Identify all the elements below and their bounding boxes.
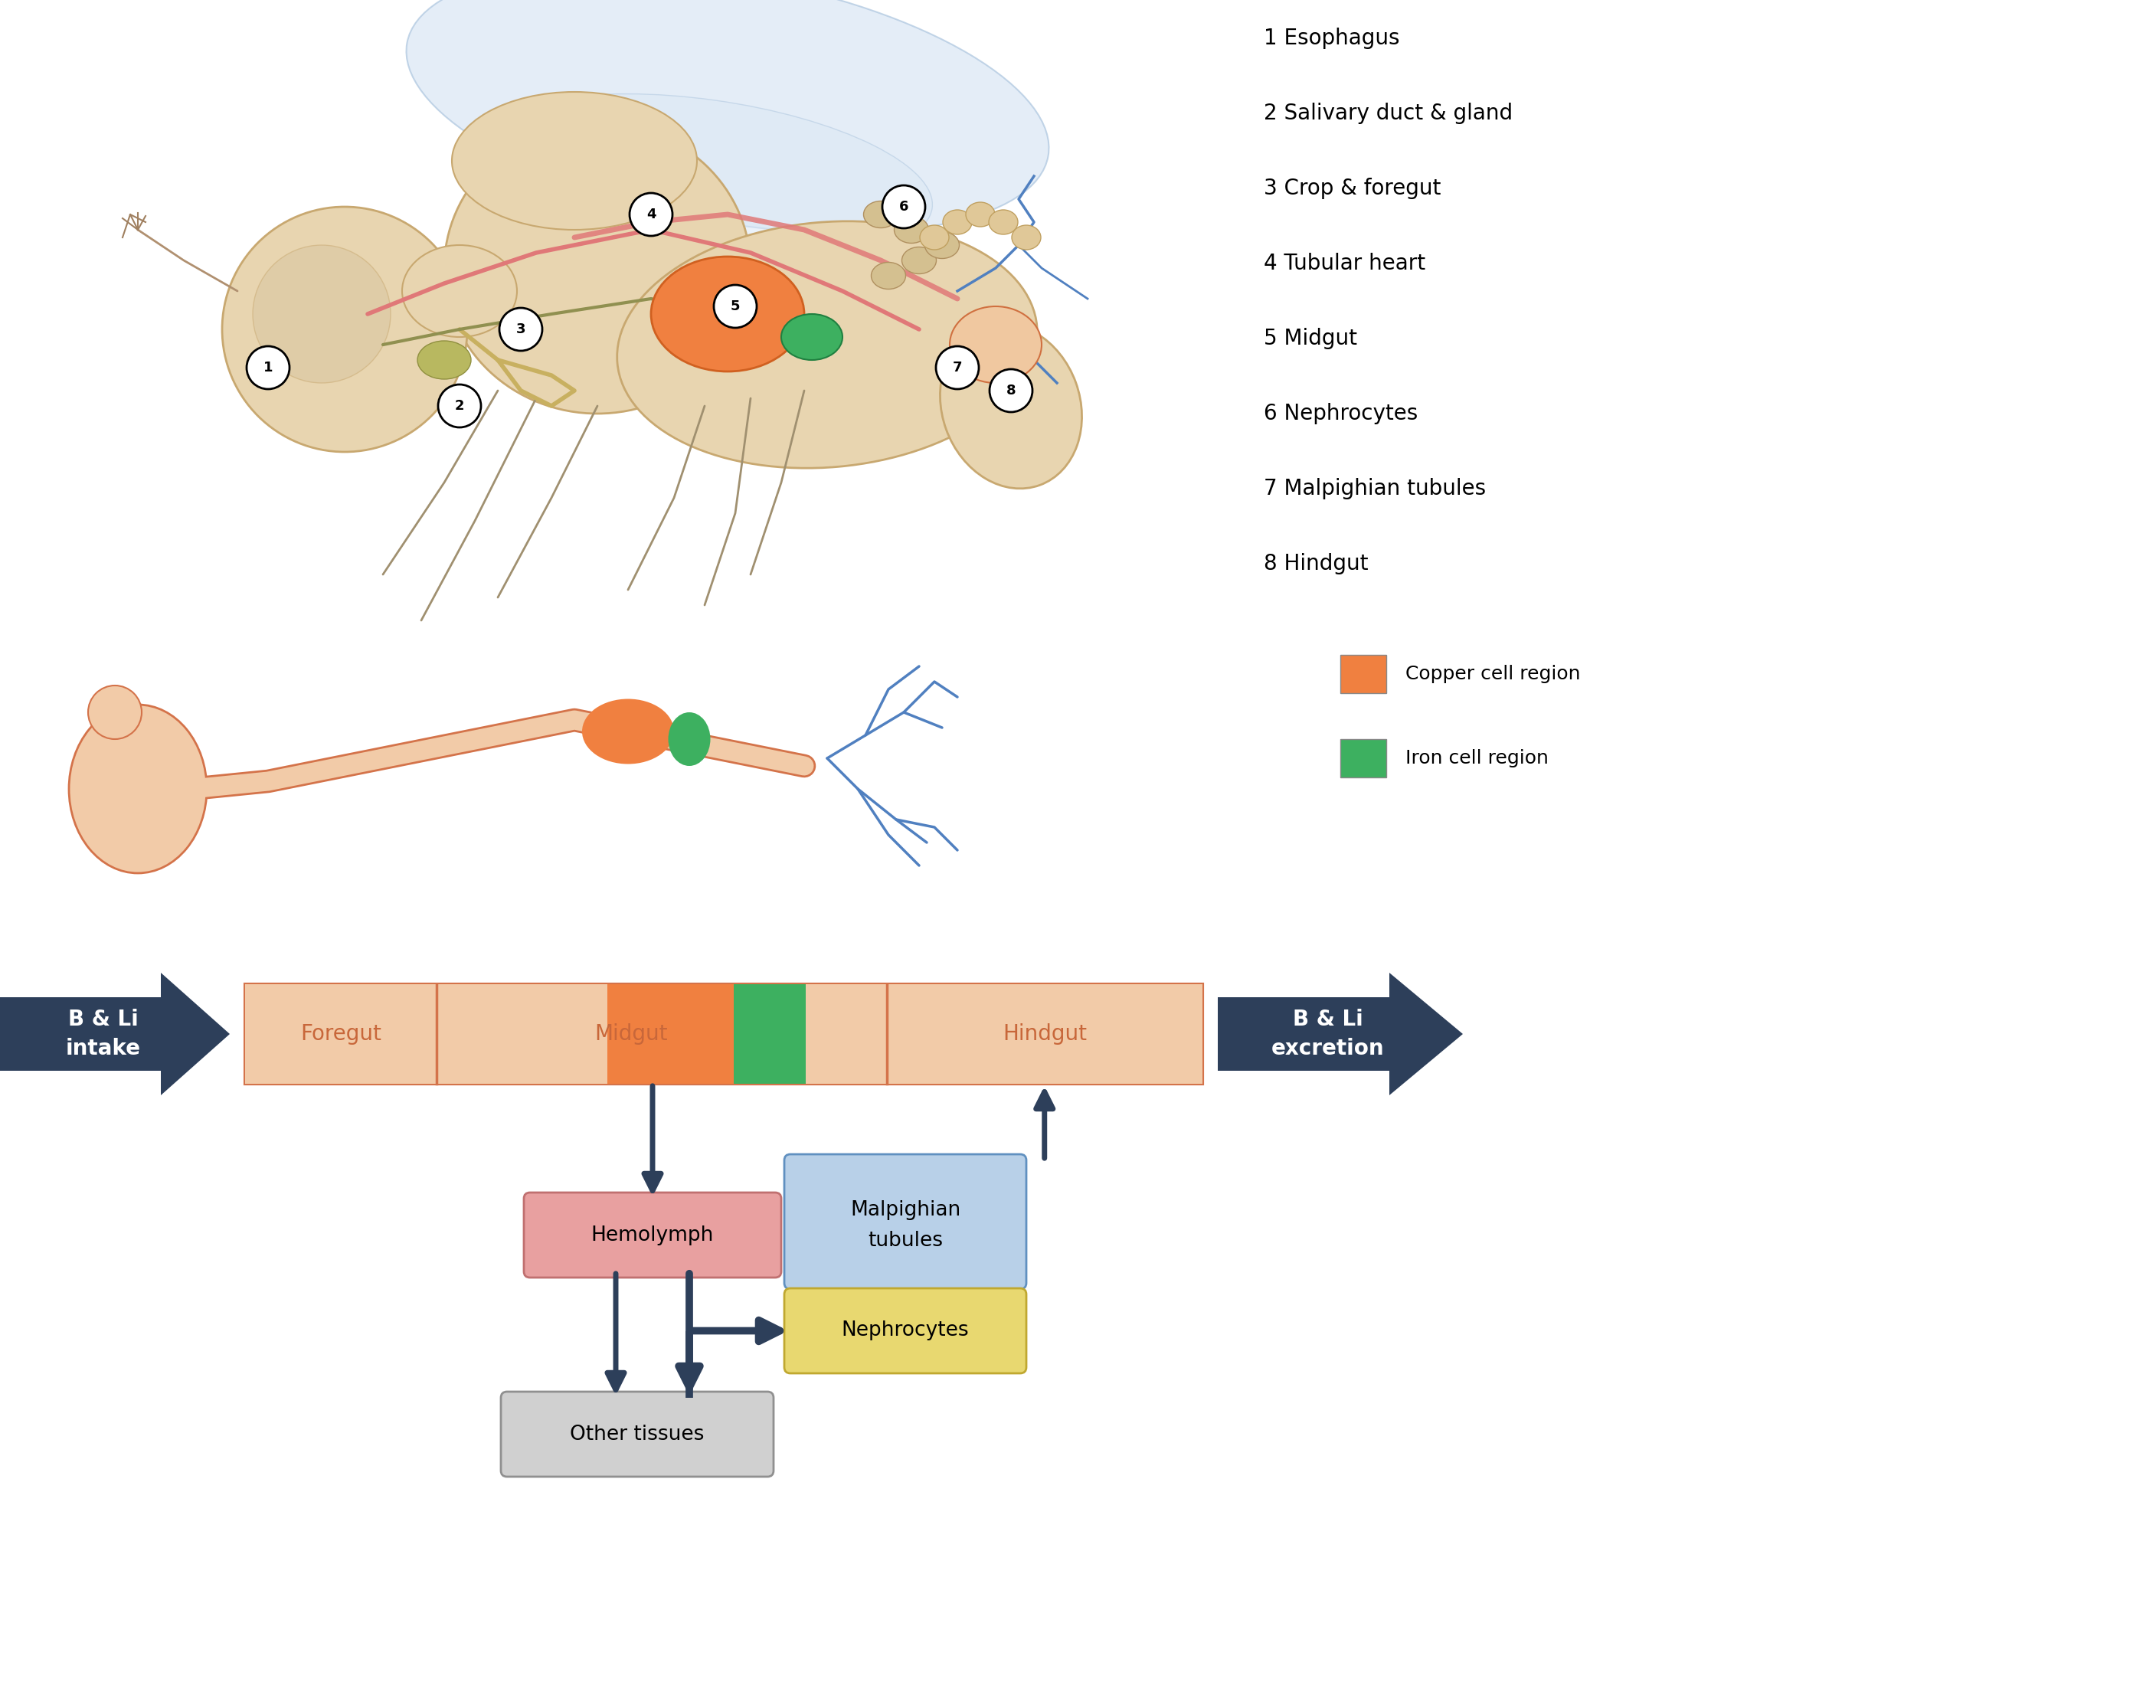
- Circle shape: [246, 347, 289, 389]
- Text: tubules: tubules: [867, 1231, 942, 1250]
- Text: Hindgut: Hindgut: [1003, 1023, 1087, 1045]
- Circle shape: [936, 347, 979, 389]
- Text: 2 Salivary duct & gland: 2 Salivary duct & gland: [1263, 102, 1514, 125]
- Text: B & Li: B & Li: [69, 1009, 138, 1030]
- Text: 8 Hindgut: 8 Hindgut: [1263, 553, 1369, 574]
- Ellipse shape: [990, 210, 1018, 234]
- Circle shape: [990, 369, 1033, 412]
- Ellipse shape: [966, 202, 994, 227]
- Ellipse shape: [88, 685, 142, 740]
- Polygon shape: [0, 974, 231, 1095]
- FancyBboxPatch shape: [1341, 654, 1386, 693]
- Text: 7 Malpighian tubules: 7 Malpighian tubules: [1263, 478, 1485, 499]
- Ellipse shape: [949, 306, 1041, 383]
- Text: 3 Crop & foregut: 3 Crop & foregut: [1263, 178, 1440, 200]
- Ellipse shape: [69, 705, 207, 873]
- Ellipse shape: [925, 232, 959, 258]
- Ellipse shape: [865, 202, 899, 227]
- Ellipse shape: [668, 712, 709, 765]
- Ellipse shape: [871, 263, 906, 289]
- Bar: [436, 984, 886, 1085]
- Text: 6 Nephrocytes: 6 Nephrocytes: [1263, 403, 1419, 424]
- Circle shape: [882, 186, 925, 229]
- Bar: [608, 984, 733, 1085]
- FancyBboxPatch shape: [785, 1155, 1026, 1290]
- Text: 6: 6: [899, 200, 908, 214]
- Ellipse shape: [444, 123, 750, 413]
- Circle shape: [630, 193, 673, 236]
- Text: 1: 1: [263, 360, 274, 374]
- Text: Nephrocytes: Nephrocytes: [841, 1320, 968, 1341]
- Text: intake: intake: [67, 1038, 140, 1059]
- FancyBboxPatch shape: [524, 1192, 780, 1278]
- FancyBboxPatch shape: [246, 984, 1203, 1085]
- Ellipse shape: [403, 244, 517, 336]
- Ellipse shape: [405, 0, 1048, 232]
- Ellipse shape: [617, 222, 1037, 468]
- Ellipse shape: [453, 92, 696, 231]
- Text: 2: 2: [455, 400, 464, 413]
- FancyBboxPatch shape: [1341, 740, 1386, 777]
- Text: Other tissues: Other tissues: [569, 1424, 705, 1445]
- Bar: [733, 984, 806, 1085]
- Ellipse shape: [476, 94, 931, 258]
- Circle shape: [500, 307, 543, 350]
- Text: 4: 4: [647, 208, 655, 222]
- Ellipse shape: [222, 207, 468, 453]
- Text: 4 Tubular heart: 4 Tubular heart: [1263, 253, 1425, 275]
- Text: Foregut: Foregut: [300, 1023, 382, 1045]
- Text: Malpighian: Malpighian: [849, 1201, 962, 1220]
- Text: 8: 8: [1007, 384, 1015, 398]
- Text: 5 Midgut: 5 Midgut: [1263, 328, 1356, 348]
- Text: Copper cell region: Copper cell region: [1406, 664, 1580, 683]
- Polygon shape: [1218, 974, 1464, 1095]
- Text: 7: 7: [953, 360, 962, 374]
- Text: excretion: excretion: [1272, 1038, 1384, 1059]
- Ellipse shape: [780, 314, 843, 360]
- FancyBboxPatch shape: [500, 1392, 774, 1477]
- Bar: [246, 984, 436, 1085]
- Ellipse shape: [418, 342, 470, 379]
- Circle shape: [714, 285, 757, 328]
- Ellipse shape: [940, 323, 1082, 488]
- Text: 1 Esophagus: 1 Esophagus: [1263, 27, 1399, 50]
- Bar: [886, 984, 1203, 1085]
- Ellipse shape: [895, 217, 929, 243]
- Ellipse shape: [252, 244, 390, 383]
- Ellipse shape: [651, 256, 804, 371]
- FancyBboxPatch shape: [785, 1288, 1026, 1373]
- Text: Midgut: Midgut: [595, 1023, 668, 1045]
- Text: Hemolymph: Hemolymph: [591, 1225, 714, 1245]
- Circle shape: [438, 384, 481, 427]
- Ellipse shape: [942, 210, 972, 234]
- Text: Iron cell region: Iron cell region: [1406, 750, 1548, 767]
- Ellipse shape: [582, 699, 675, 763]
- Text: B & Li: B & Li: [1294, 1009, 1363, 1030]
- Ellipse shape: [1011, 225, 1041, 249]
- Ellipse shape: [901, 248, 936, 273]
- Ellipse shape: [921, 225, 949, 249]
- Text: 5: 5: [731, 299, 740, 313]
- Text: 3: 3: [515, 323, 526, 336]
